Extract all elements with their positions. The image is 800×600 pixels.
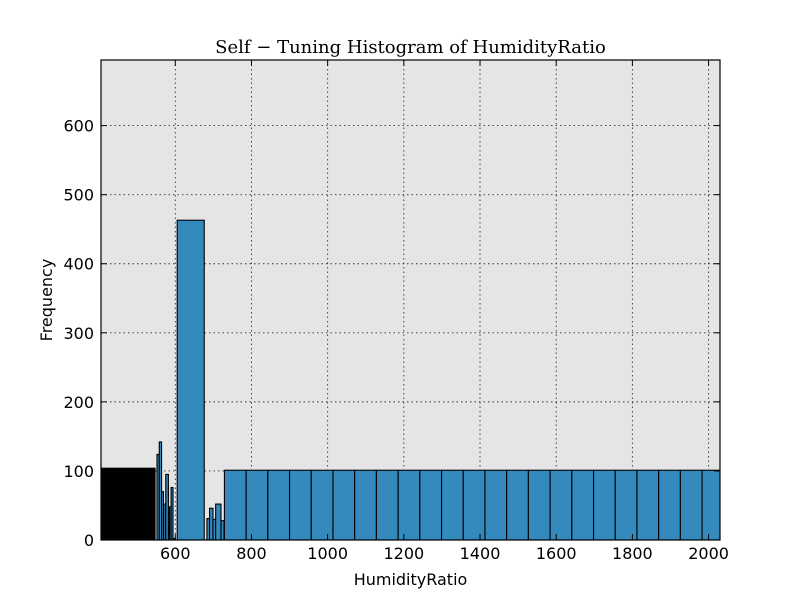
histogram-bar [220, 520, 225, 540]
histogram-bar [571, 469, 595, 540]
y-tick-label: 100 [63, 462, 94, 481]
x-axis-label: HumidityRatio [354, 570, 468, 589]
chart-title: Self − Tuning Histogram of HumidityRatio [215, 37, 606, 58]
histogram-bar [332, 469, 356, 540]
x-tick-label: 600 [160, 544, 191, 563]
histogram-bar [162, 503, 166, 540]
y-tick-label: 200 [63, 393, 94, 412]
histogram-bar [375, 469, 399, 540]
x-tick-label: 2000 [688, 544, 729, 563]
ticks: 600 800 1000 1200 1400 1600 1800 2000 0 100 200 300… [63, 60, 729, 563]
histogram-bar [223, 469, 247, 540]
histogram-bar [397, 469, 421, 540]
histogram-bar [310, 469, 334, 540]
histogram-bar [462, 469, 486, 540]
histogram-bar [527, 469, 551, 540]
histogram-bar [289, 469, 312, 540]
histogram-bar [176, 219, 205, 540]
x-tick-label: 1600 [536, 544, 577, 563]
grid [101, 60, 720, 540]
x-tick-label: 800 [236, 544, 267, 563]
histogram-bar [215, 503, 222, 540]
histogram-bar [549, 469, 573, 540]
histogram-bar [245, 469, 269, 540]
y-tick-label: 300 [63, 324, 94, 343]
histogram-bar [506, 469, 529, 540]
histogram-bar [614, 469, 638, 540]
histogram-bar [170, 486, 174, 540]
histogram-bar [158, 441, 163, 540]
plot-frame [100, 59, 721, 541]
histogram-bar [267, 469, 291, 540]
x-tick-label: 1800 [612, 544, 653, 563]
histogram-bar [679, 469, 703, 540]
x-tick-label: 1000 [307, 544, 348, 563]
x-tick-label: 1200 [383, 544, 424, 563]
y-tick-label: 600 [63, 117, 94, 136]
histogram-bar [440, 469, 464, 540]
histogram-bar [658, 469, 681, 540]
histogram-bar [592, 469, 616, 540]
histogram-bar [354, 469, 377, 540]
bars [101, 219, 720, 540]
y-tick-label: 400 [63, 255, 94, 274]
y-tick-label: 500 [63, 186, 94, 205]
histogram-bar [636, 469, 660, 540]
histogram-bar [165, 473, 169, 540]
histogram-bar [419, 469, 443, 540]
histogram-bar-dense [101, 467, 156, 540]
y-tick-label: 0 [84, 531, 94, 550]
x-tick-label: 1400 [460, 544, 501, 563]
histogram-bar [484, 469, 508, 540]
y-axis-label: Frequency [37, 259, 56, 342]
